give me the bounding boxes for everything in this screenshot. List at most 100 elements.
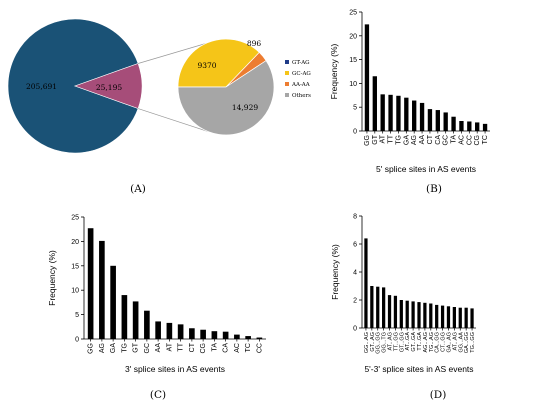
x-tick-label: GA [403,135,410,145]
bar-AG...AG [423,302,427,328]
x-tick-label: TG [395,135,402,145]
x-tick-label: TC [245,343,252,352]
bar-TG...AG [429,303,433,328]
bar-AG [99,240,105,339]
y-tick-label: 25 [349,10,357,17]
bar-GG...TG [382,287,386,328]
bar-AC [459,121,464,131]
panel-b-bar-chart: 0 5 10 15 20 25 GG GT AT TT TG GA AG AA CT CA GC TA AC CC CG… [329,10,490,195]
bar-CA [435,110,440,131]
y-tick-label: 4 [353,270,357,277]
x-tick-label: AG [99,343,106,353]
x-axis-label: 5' splice sites in AS events [376,164,476,174]
bar-CT...GG [440,305,445,328]
connector-line-top [138,43,206,64]
bar-TA [211,331,218,339]
x-tick-label: TT...GA [417,332,423,351]
pie-label-aa-aa: 896 [247,39,262,48]
bar-TC [245,336,251,339]
bar-GT [372,76,377,131]
x-tick-label: GT [372,134,379,144]
y-tick-label: 25 [71,215,79,222]
y-tick-label: 0 [353,326,357,333]
y-tick-label: 10 [349,81,357,88]
legend-item-aa-aa-swatch [285,82,289,86]
bar-CA [222,331,229,339]
pie-slice-gc-ag [177,38,260,88]
bar-TG [121,295,128,339]
bar-TT...GA [417,302,421,328]
x-tick-label: GG [364,135,371,146]
bar-TT [388,94,393,131]
x-tick-label: AT [380,134,387,143]
bar-TG [396,95,401,131]
panel-label: (C) [150,389,166,401]
bar-GT...GA [411,301,415,328]
y-tick-label: 5 [353,105,357,112]
x-tick-label: CT [427,134,434,144]
bar-TT [177,324,184,339]
y-tick-label: 2 [353,298,357,305]
bar-GC [144,310,150,339]
x-tick-label: TC [482,135,489,144]
bar-CG [475,122,480,131]
pie-slice-others [177,60,275,136]
bar-AG [412,100,417,131]
x-tick-label: TG [121,343,128,353]
x-tick-label: AA [419,135,426,145]
pie-main-chart: 205,691 25,195 [7,18,209,154]
pie-label-gt-ag: 205,691 [26,82,57,91]
x-tick-label: TT [178,342,185,351]
legend-item-others-swatch [285,93,289,97]
x-tick-label: GG [88,343,95,354]
x-tick-label: CT...GG [441,332,447,352]
x-tick-label: CC [466,135,473,145]
pie-legend: GT-AG GC-AG AA-AA Others [285,60,311,99]
bar-AT [380,94,385,131]
x-tick-label: GT...GG [399,332,405,352]
y-axis-label: Frequency (%) [47,250,57,306]
bar-AA [155,321,161,339]
bar-AT...AG [452,307,456,328]
bar-AC [234,334,240,339]
bar-CG [200,329,206,339]
bar-AT...GA [405,300,409,328]
bar-AT [166,322,173,339]
pie-label-other: 25,195 [96,83,122,92]
bar-GT...AG [370,286,374,328]
pie-label-others: 14,929 [232,103,258,112]
bar-GG...AG [364,238,368,328]
x-tick-label: AC [234,343,241,353]
panel-label: (B) [426,183,442,195]
x-tick-label: TG...AG [429,332,435,352]
bar-CA...GG [435,304,439,328]
bar-CT [189,328,195,339]
pie-slice-gt-ag [7,18,139,154]
x-tick-label: AG [411,135,418,145]
bar-TT...GG [393,295,398,328]
bar-TA [451,116,456,131]
x-tick-label: AT...AG [452,332,458,351]
bar-GT [132,301,139,339]
bar-GG [364,24,370,132]
y-tick-label: 6 [353,242,357,249]
x-tick-label: TA [211,343,218,352]
panel-c-bar-chart: 0 5 10 15 20 25 GG AG GA TG GT GC AA AT TT CT CG TA CA AC TC… [47,215,266,401]
bar-GG [87,228,94,339]
x-tick-label: GA...AG [446,332,452,352]
bar-GT...GG [399,300,403,328]
x-tick-label: CG [200,343,207,354]
y-tick-label: 0 [75,337,79,344]
bar-GA [110,265,116,339]
x-tick-label: GT...AG [370,332,376,352]
bar-GC [443,112,448,131]
bar-GG...AA [458,307,462,328]
x-tick-label: GT [133,342,140,352]
bar-CC [256,337,263,339]
x-tick-label: CC [256,343,263,353]
x-tick-label: AG...AG [423,332,429,352]
x-tick-label: TA [451,135,458,144]
y-tick-label: 15 [349,57,357,64]
